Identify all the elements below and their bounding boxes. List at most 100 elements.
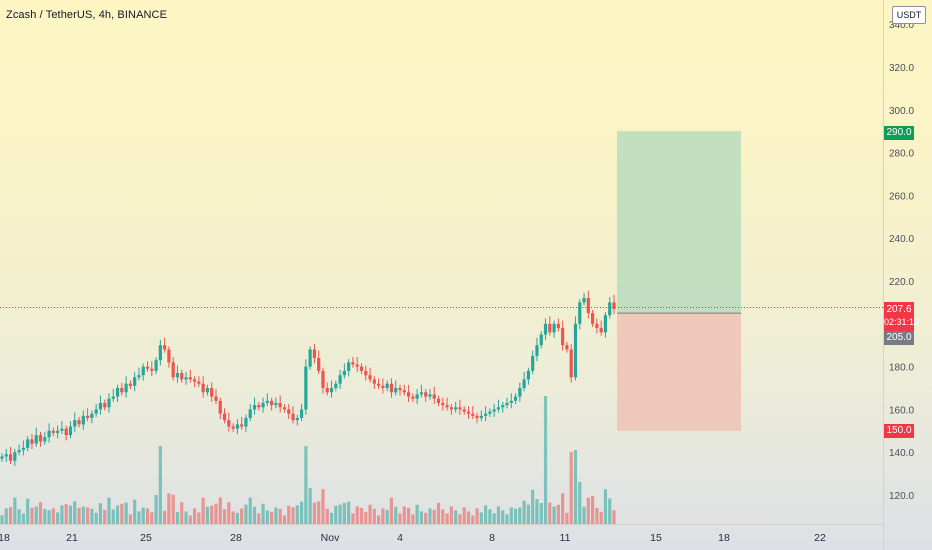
candle-body [47, 430, 51, 438]
volume-bar [21, 513, 25, 524]
candle-body [137, 375, 141, 378]
candle-body [56, 430, 60, 433]
candle-body [222, 413, 227, 421]
volume-bar [372, 508, 376, 524]
candle-body [68, 426, 73, 436]
candle-body [449, 407, 453, 410]
candle-body [21, 447, 25, 451]
candle-body [8, 454, 13, 461]
price-tick-label: 160.0 [889, 405, 914, 416]
volume-bar [394, 506, 398, 524]
volume-bar [8, 507, 13, 524]
volume-bar [244, 504, 248, 524]
volume-bar [565, 512, 569, 524]
candle-body [175, 373, 180, 378]
candle-body [424, 392, 428, 397]
volume-bar [591, 496, 595, 524]
currency-unit-button[interactable]: USDT [892, 6, 926, 24]
time-tick-label: 22 [814, 532, 826, 544]
candle-body [342, 370, 346, 376]
volume-bar [415, 504, 419, 524]
volume-bar [107, 497, 111, 524]
volume-bar [329, 512, 334, 524]
volume-bar [274, 507, 278, 524]
candle-body [505, 402, 509, 406]
candle-body [394, 388, 398, 393]
volume-bar [51, 508, 55, 524]
volume-bar [291, 507, 295, 524]
time-tick-label: 25 [140, 532, 152, 544]
volume-bar [355, 506, 359, 524]
volume-bar [402, 506, 406, 524]
candle-body [163, 345, 167, 350]
candle-body [531, 355, 535, 371]
time-tick-label: 21 [66, 532, 78, 544]
candle-body [13, 452, 17, 461]
candle-body [432, 394, 436, 399]
volume-bar [531, 489, 535, 524]
candle-body [402, 390, 406, 393]
volume-bar [471, 515, 475, 524]
candle-body [17, 450, 21, 453]
candle-body [454, 407, 458, 410]
price-tick-label: 280.0 [889, 149, 914, 160]
volume-bar [60, 505, 64, 524]
volume-bar [150, 512, 154, 524]
candle-body [458, 407, 462, 410]
volume-bar [56, 512, 60, 524]
volume-bar [445, 513, 449, 524]
candle-body [30, 439, 34, 444]
candle-body [334, 383, 338, 388]
candle-body [522, 379, 526, 388]
candle-body [192, 379, 197, 382]
candle-body [81, 415, 85, 425]
volume-bar [0, 515, 4, 524]
candle-body [145, 366, 150, 369]
candle-body [210, 388, 214, 397]
candle-body [120, 388, 124, 393]
price-axis-divider [883, 0, 884, 550]
volume-bar [299, 501, 304, 524]
volume-bar [466, 511, 471, 524]
candle-body [248, 409, 252, 418]
candle-body [526, 370, 531, 380]
candle-body [188, 377, 192, 380]
candle-body [543, 323, 548, 335]
volume-bar [518, 507, 522, 524]
volume-bar [13, 497, 17, 524]
candle-body [488, 411, 492, 414]
candle-body [128, 383, 132, 386]
candle-body [94, 409, 98, 414]
profit-zone[interactable] [617, 131, 741, 314]
candle-body [133, 377, 137, 386]
candle-body [184, 377, 188, 380]
volume-bar [368, 504, 372, 524]
candle-body [586, 298, 590, 314]
candle-body [355, 364, 359, 367]
volume-bar [552, 506, 556, 524]
candle-body [582, 298, 586, 303]
volume-bar [334, 505, 338, 524]
candle-body [441, 402, 445, 406]
volume-bar [214, 503, 218, 524]
chart-title: Zcash / TetherUS, 4h, BINANCE [6, 9, 168, 21]
candle-body [308, 349, 312, 367]
candle-body [34, 435, 38, 444]
loss-zone[interactable] [617, 313, 741, 431]
volume-bar [428, 508, 432, 524]
candle-body [496, 407, 501, 410]
candle-body [492, 409, 496, 412]
volume-bar [347, 501, 351, 524]
candle-body [252, 405, 257, 410]
candle-body [535, 345, 539, 356]
candle-body [372, 379, 376, 384]
volume-bar [312, 502, 317, 524]
volume-bar [287, 505, 291, 524]
volume-bar [389, 497, 394, 524]
candle-body [304, 366, 308, 410]
candle-body [107, 398, 111, 408]
volume-bar [573, 450, 578, 524]
volume-bar [505, 514, 509, 524]
candle-body [398, 388, 402, 391]
